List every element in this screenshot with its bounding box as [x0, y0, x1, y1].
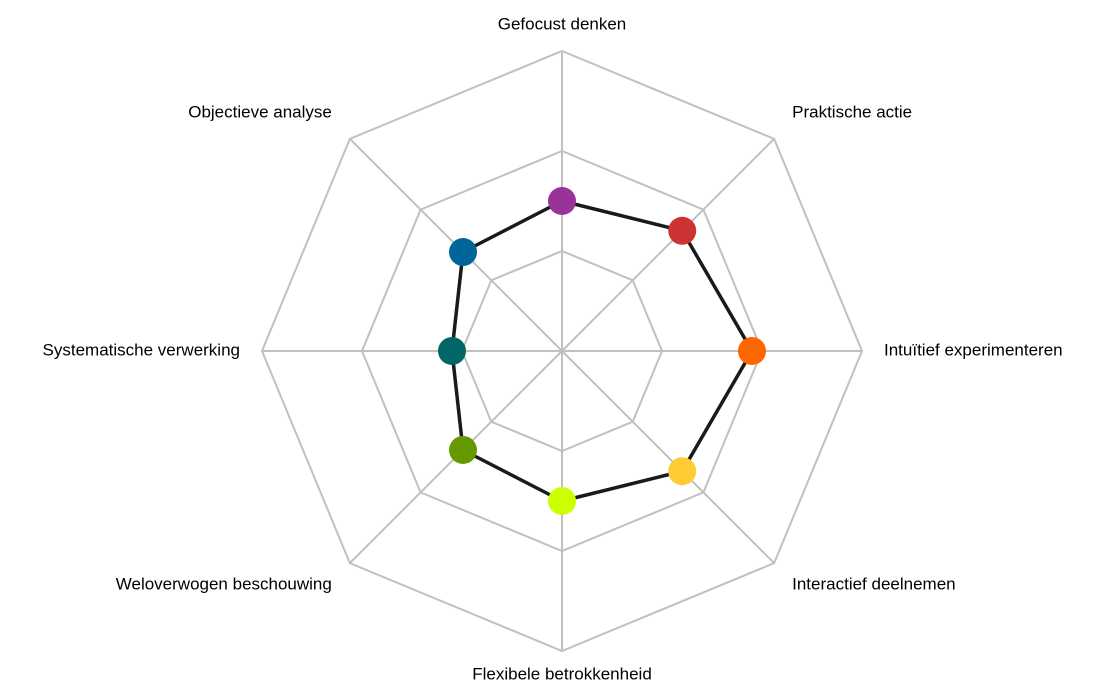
grid-ring	[260, 49, 864, 653]
data-point	[438, 337, 466, 365]
data-point	[668, 457, 697, 486]
data-point	[449, 435, 478, 464]
data-point	[668, 216, 697, 245]
grid-ring	[360, 149, 764, 553]
axis-label: Intuïtief experimenteren	[884, 340, 1063, 359]
grid-spoke	[561, 138, 775, 352]
data-point	[548, 487, 576, 515]
grid-spoke	[561, 350, 775, 564]
data-point	[548, 187, 576, 215]
axis-label: Weloverwogen beschouwing	[116, 575, 332, 594]
grid-ring	[460, 249, 664, 453]
axis-label: Objectieve analyse	[188, 102, 332, 121]
data-point	[738, 337, 766, 365]
axis-label: Systematische verwerking	[43, 340, 240, 359]
axis-label: Flexibele betrokkenheid	[472, 664, 652, 682]
axis-label: Gefocust denken	[498, 14, 627, 33]
radar-series	[438, 187, 766, 515]
axis-label: Praktische actie	[792, 102, 912, 121]
radar-axis-labels: Gefocust denken Praktische actie Intuïtief…	[43, 14, 1063, 682]
data-point	[449, 238, 478, 267]
radar-grid	[260, 49, 864, 653]
axis-label: Interactief deelnemen	[792, 575, 956, 594]
